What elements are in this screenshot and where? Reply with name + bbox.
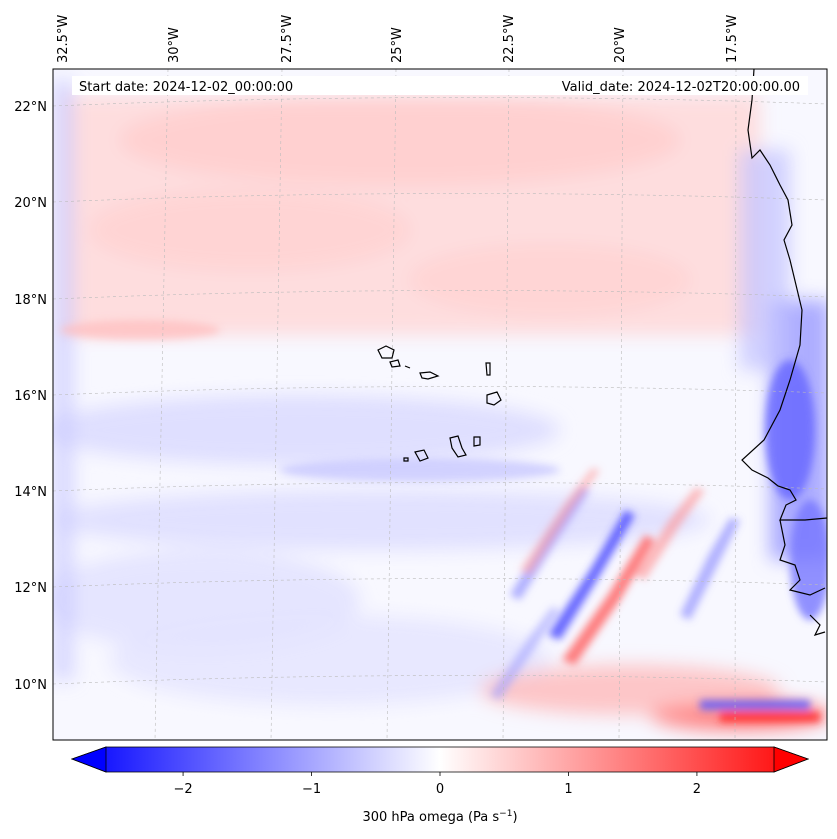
parallel-line bbox=[53, 482, 827, 492]
lat-label: 14°N bbox=[14, 485, 47, 500]
bissagos-islands bbox=[809, 614, 826, 636]
colorbar-extend-max bbox=[773, 746, 810, 773]
colorbar-extend-min bbox=[70, 746, 107, 773]
lat-label: 12°N bbox=[14, 581, 47, 596]
latitude-labels: 22°N 20°N 18°N 16°N 14°N 12°N 10°N bbox=[14, 100, 47, 693]
lon-label: 27.5°W bbox=[280, 15, 295, 63]
island-sao-nicolau bbox=[419, 371, 440, 380]
colorbar-bar bbox=[70, 746, 810, 773]
colorbar-tick-label: 2 bbox=[693, 782, 701, 797]
island-fogo bbox=[414, 449, 429, 462]
island-sal bbox=[485, 362, 491, 376]
meridian-line bbox=[502, 69, 510, 740]
colorbar-tick-label: 1 bbox=[564, 782, 572, 797]
date-banner bbox=[72, 76, 808, 95]
meridian-line bbox=[386, 69, 397, 740]
lat-label: 10°N bbox=[14, 678, 47, 693]
lon-label: 22.5°W bbox=[502, 15, 517, 63]
parallel-line bbox=[53, 675, 827, 685]
lon-label: 25°W bbox=[390, 27, 405, 63]
colorbar-title: 300 hPa omega (Pa s−1) bbox=[362, 809, 517, 825]
island-sao-vicente bbox=[389, 359, 401, 368]
africa-coastline-south bbox=[779, 519, 826, 596]
parallel-line bbox=[53, 386, 827, 396]
lat-label: 18°N bbox=[14, 293, 47, 308]
island-maio bbox=[473, 436, 481, 447]
coastlines bbox=[377, 69, 827, 636]
omega-field bbox=[53, 80, 827, 730]
map-panel: Start date: 2024-12-02_00:00:00 Valid_da… bbox=[14, 15, 828, 741]
meridian-line bbox=[270, 69, 283, 740]
colorbar-ticks: −2 −1 0 1 2 bbox=[173, 772, 701, 797]
meridian-line bbox=[154, 69, 169, 740]
start-date-label: Start date: 2024-12-02_00:00:00 bbox=[79, 80, 293, 95]
lon-label: 20°W bbox=[613, 27, 628, 63]
island-brava bbox=[403, 457, 409, 462]
colorbar-tick-label: 0 bbox=[436, 782, 444, 797]
valid-date-label: Valid_date: 2024-12-02T20:00:00.00 bbox=[562, 80, 800, 95]
lat-label: 16°N bbox=[14, 389, 47, 404]
parallel-line bbox=[53, 193, 827, 203]
lon-label: 17.5°W bbox=[725, 15, 740, 63]
parallel-line bbox=[53, 97, 827, 107]
omega-field-shading bbox=[53, 80, 827, 730]
parallel-line bbox=[53, 578, 827, 588]
island-santiago bbox=[449, 435, 467, 458]
longitude-labels: 32.5°W 30°W 27.5°W 25°W 22.5°W 20°W 17.5… bbox=[56, 15, 740, 63]
lat-label: 22°N bbox=[14, 100, 47, 115]
island-boa-vista bbox=[486, 391, 502, 406]
island-santo-antao bbox=[377, 345, 395, 359]
map-frame bbox=[52, 68, 828, 741]
colorbar-tick-label: −1 bbox=[302, 782, 321, 797]
lat-label: 20°N bbox=[14, 196, 47, 211]
island-santa-luzia bbox=[404, 365, 411, 369]
lon-label: 30°W bbox=[167, 27, 182, 63]
graticule bbox=[53, 69, 827, 740]
parallel-line bbox=[53, 290, 827, 300]
colorbar-tick-label: −2 bbox=[173, 782, 192, 797]
meridian-line bbox=[734, 69, 737, 740]
lon-label: 32.5°W bbox=[56, 15, 71, 63]
colorbar: −2 −1 0 1 2 300 hPa omega (Pa s−1) bbox=[70, 746, 810, 825]
africa-coastline bbox=[741, 69, 827, 521]
meridian-line bbox=[618, 69, 624, 740]
omega-field-detail bbox=[60, 320, 827, 722]
